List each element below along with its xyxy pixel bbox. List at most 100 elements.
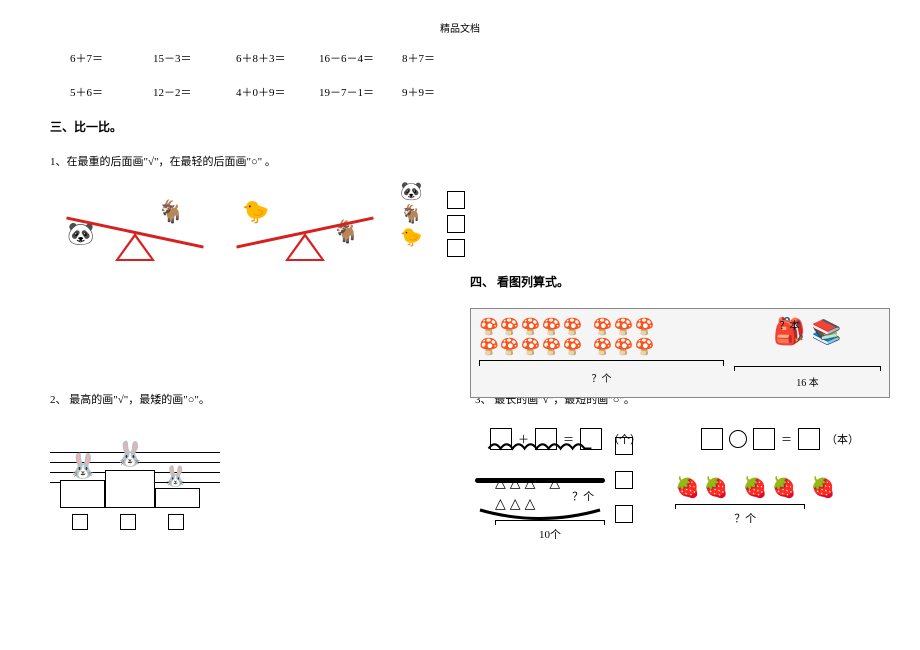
- mushroom-icon: 🍄: [479, 317, 499, 337]
- mushroom-icon: 🍄: [614, 337, 634, 357]
- mushroom-icon: 🍄: [593, 317, 613, 337]
- mushroom-icon: 🍄: [593, 337, 613, 357]
- question-2-block: 2、 最高的画"√"，最矮的画"○"。 🐰 🐰 🐰: [50, 391, 445, 542]
- podium-step: [105, 470, 155, 508]
- unit-label: （个）: [608, 431, 641, 447]
- rabbit-icon: 🐰: [68, 452, 98, 481]
- unit-label: （本）: [826, 431, 859, 447]
- section-3-title: 三、比一比。: [50, 118, 870, 135]
- operator-circle[interactable]: [729, 430, 747, 448]
- triangle-row: △△△ △: [495, 475, 560, 492]
- equations-row-2: 5＋6＝ 12－2＝ 4＋0＋9＝ 19－7－1＝ 9＋9＝: [70, 84, 870, 100]
- equation-fill-1: ＋ ＝ （个）: [490, 428, 641, 450]
- answer-checkbox[interactable]: [447, 215, 465, 233]
- answer-checkboxes: [447, 191, 465, 257]
- equation: 6＋7＝: [70, 50, 125, 66]
- plus-sign: ＋: [518, 431, 529, 447]
- rabbits-diagram: 🐰 🐰 🐰: [50, 422, 220, 542]
- equations-row-1: 6＋7＝ 15－3＝ 6＋8＋3＝ 16－6－4＝ 8＋7＝: [70, 50, 870, 66]
- equation: 15－3＝: [153, 50, 208, 66]
- answer-checkbox[interactable]: [72, 514, 88, 530]
- chick-icon: 🐤: [400, 227, 422, 248]
- answer-box[interactable]: [753, 428, 775, 450]
- answer-box[interactable]: [701, 428, 723, 450]
- question-1-text: 1、在最重的后面画"√"，在最轻的后面画"○" 。: [50, 153, 870, 169]
- seesaw-base: [115, 233, 155, 261]
- triangle-row: △△△: [495, 496, 560, 513]
- chick-icon: 🐤: [240, 199, 272, 227]
- triangle-icon: △: [510, 496, 521, 513]
- strawberry-icon: 🍓: [704, 475, 729, 500]
- triangle-total-label: 10个: [495, 526, 605, 542]
- mushroom-icon: 🍄: [634, 337, 654, 357]
- equals-sign: ＝: [563, 431, 574, 447]
- equation: 4＋0＋9＝: [236, 84, 291, 100]
- section-4-title: 四、 看图列算式。: [470, 273, 890, 290]
- picture-problems-box: 🍄🍄🍄🍄🍄 🍄🍄🍄 🍄🍄🍄🍄🍄 🍄🍄🍄 ？个 🎒 📚 ？本: [470, 308, 890, 398]
- mushroom-question-label: ？个: [479, 370, 724, 385]
- book-count-label: 16 本: [734, 374, 881, 389]
- strawberry-row: 🍓🍓 🍓🍓 🍓: [675, 475, 836, 500]
- answer-box[interactable]: [535, 428, 557, 450]
- answer-checkbox[interactable]: [120, 514, 136, 530]
- seesaw-2: 🐤 🐐: [230, 181, 380, 271]
- strawberry-icon: 🍓: [675, 475, 700, 500]
- mushroom-icon: 🍄: [563, 317, 583, 337]
- strawberry-icon: 🍓: [811, 475, 836, 500]
- mushroom-icon: 🍄: [542, 337, 562, 357]
- rabbit-icon: 🐰: [163, 464, 188, 489]
- triangle-icon: △: [549, 475, 560, 492]
- equation-fill-2: ＝ （本）: [701, 428, 859, 450]
- strawberry-icon: 🍓: [743, 475, 768, 500]
- mushroom-icon: 🍄: [563, 337, 583, 357]
- strawberry-problem: 🍓🍓 🍓🍓 🍓 ？个: [655, 460, 836, 526]
- goat-icon: 🐐: [155, 199, 187, 227]
- strawberry-question-label: ？个: [655, 510, 836, 526]
- animal-legend: 🐼 🐐 🐤: [400, 181, 422, 248]
- mushroom-row: 🍄🍄🍄🍄🍄 🍄🍄🍄: [479, 317, 724, 337]
- rabbit-icon: 🐰: [115, 440, 145, 469]
- triangle-icon: △: [525, 475, 536, 492]
- equation: 5＋6＝: [70, 84, 125, 100]
- mushroom-icon: 🍄: [521, 337, 541, 357]
- equation: 16－6－4＝: [319, 50, 374, 66]
- mushroom-icon: 🍄: [614, 317, 634, 337]
- equation: 8＋7＝: [402, 50, 457, 66]
- mushroom-icon: 🍄: [542, 317, 562, 337]
- answer-box[interactable]: [798, 428, 820, 450]
- triangle-icon: △: [495, 475, 506, 492]
- panda-icon: 🐼: [65, 221, 97, 249]
- book-question-label: ？本: [716, 317, 863, 332]
- goat-icon: 🐐: [400, 204, 422, 225]
- mushroom-icon: 🍄: [479, 337, 499, 357]
- header-title: 精品文档: [50, 20, 870, 35]
- question-2-text: 2、 最高的画"√"，最矮的画"○"。: [50, 391, 445, 407]
- equals-sign: ＝: [781, 431, 792, 447]
- mushroom-icon: 🍄: [500, 337, 520, 357]
- section-4: 四、 看图列算式。 🍄🍄🍄🍄🍄 🍄🍄🍄 🍄🍄🍄🍄🍄 🍄🍄🍄 ？个 🎒: [470, 255, 890, 542]
- answer-box[interactable]: [490, 428, 512, 450]
- mushroom-icon: 🍄: [634, 317, 654, 337]
- triangle-icon: △: [525, 496, 536, 513]
- equation: 6＋8＋3＝: [236, 50, 291, 66]
- equation: 19－7－1＝: [319, 84, 374, 100]
- triangle-question-label: ？个: [572, 488, 594, 504]
- mushroom-icon: 🍄: [521, 317, 541, 337]
- mushroom-row: 🍄🍄🍄🍄🍄 🍄🍄🍄: [479, 337, 724, 357]
- answer-checkbox[interactable]: [447, 239, 465, 257]
- answer-box[interactable]: [580, 428, 602, 450]
- equation: 9＋9＝: [402, 84, 457, 100]
- equation: 12－2＝: [153, 84, 208, 100]
- podium-step: [60, 480, 105, 508]
- mushroom-icon: 🍄: [500, 317, 520, 337]
- seesaw-base: [285, 233, 325, 261]
- triangles-problem: △△△ △ △△△ ？个 10个: [495, 475, 605, 542]
- books-group: 🎒 📚 ？本 16 本: [734, 317, 881, 389]
- strawberry-icon: 🍓: [772, 475, 797, 500]
- answer-checkbox[interactable]: [168, 514, 184, 530]
- panda-icon: 🐼: [400, 181, 422, 202]
- answer-checkbox[interactable]: [447, 191, 465, 209]
- triangle-icon: △: [510, 475, 521, 492]
- mushroom-group: 🍄🍄🍄🍄🍄 🍄🍄🍄 🍄🍄🍄🍄🍄 🍄🍄🍄 ？个: [479, 317, 724, 389]
- podium-step: [155, 488, 200, 508]
